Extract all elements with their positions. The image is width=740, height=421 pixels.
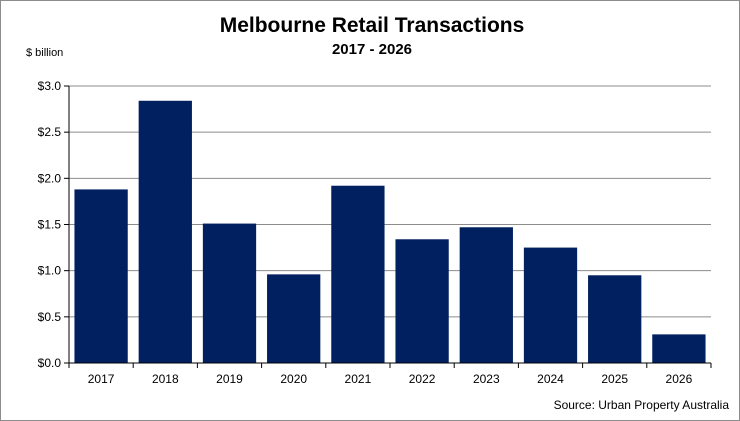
y-tick-label: $1.0 bbox=[38, 264, 62, 278]
chart-title: Melbourne Retail Transactions bbox=[220, 14, 525, 37]
y-tick-label: $3.0 bbox=[38, 79, 62, 93]
x-tick-label: 2019 bbox=[216, 372, 243, 386]
bar-2024 bbox=[523, 247, 578, 363]
y-tick-label: $1.5 bbox=[38, 218, 62, 232]
axes bbox=[68, 86, 711, 364]
y-tick-label: $2.0 bbox=[38, 171, 62, 185]
x-axis-ticks: 2017 2018 2019 2020 2021 2022 2023 2024 2025 2026 bbox=[68, 363, 712, 386]
x-tick-label: 2017 bbox=[88, 372, 115, 386]
x-tick-label: 2022 bbox=[409, 372, 436, 386]
chart-subtitle: 2017 - 2026 bbox=[332, 41, 412, 58]
y-tick-label: $0.0 bbox=[38, 356, 62, 370]
bar-2022 bbox=[395, 239, 449, 363]
bar-2018 bbox=[138, 100, 192, 364]
y-tick-label: $2.5 bbox=[38, 125, 62, 139]
bar-2020 bbox=[267, 274, 321, 363]
x-tick-label: 2023 bbox=[473, 372, 500, 386]
y-axis-ticks: $0.0 $0.5 $1.0 $1.5 $2.0 $2.5 $3.0 bbox=[38, 79, 69, 370]
y-axis-unit-label: $ billion bbox=[26, 47, 63, 59]
bar-2025 bbox=[588, 275, 642, 363]
bar-2023 bbox=[459, 227, 513, 363]
x-tick-label: 2020 bbox=[280, 372, 307, 386]
bar-2017 bbox=[74, 189, 128, 363]
bars bbox=[74, 100, 706, 364]
x-tick-label: 2021 bbox=[345, 372, 372, 386]
x-tick-label: 2026 bbox=[666, 372, 693, 386]
bar-2026 bbox=[652, 334, 706, 363]
x-tick-label: 2024 bbox=[537, 372, 564, 386]
source-note: Source: Urban Property Australia bbox=[554, 398, 730, 412]
x-tick-label: 2018 bbox=[152, 372, 179, 386]
bar-2019 bbox=[202, 223, 257, 363]
y-tick-label: $0.5 bbox=[38, 310, 62, 324]
x-tick-label: 2025 bbox=[601, 372, 628, 386]
bar-2021 bbox=[331, 185, 385, 363]
